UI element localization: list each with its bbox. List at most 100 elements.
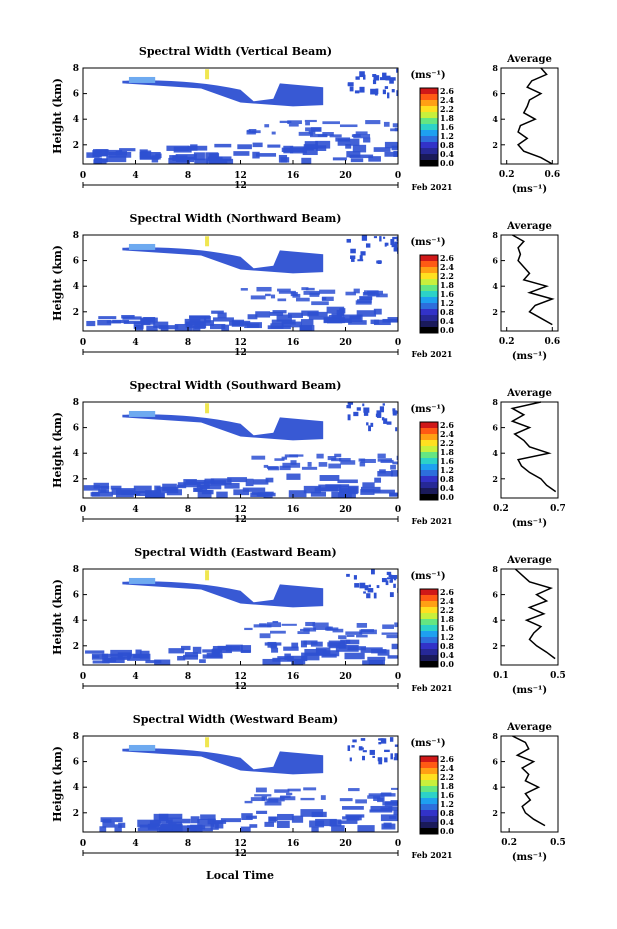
data-patch <box>199 659 206 663</box>
data-patch <box>246 815 257 819</box>
colorbar-segment <box>420 94 438 101</box>
data-patch <box>185 321 207 329</box>
y-tick-label: 8 <box>73 565 79 575</box>
data-patch <box>362 750 367 753</box>
data-patch <box>340 460 356 465</box>
data-patch <box>388 806 398 811</box>
data-patch <box>210 823 219 830</box>
data-patch <box>123 320 145 324</box>
data-patch <box>264 124 270 128</box>
data-patch <box>128 744 156 751</box>
profile-y-tick-label: 6 <box>492 757 498 767</box>
profile-x-tick-label: 0.2 <box>499 337 515 347</box>
data-patch <box>272 620 279 624</box>
data-patch <box>318 462 328 467</box>
data-patch <box>197 818 215 827</box>
data-patch <box>301 157 312 164</box>
data-patch <box>376 412 382 418</box>
data-patch <box>102 657 125 664</box>
data-patch <box>153 813 169 822</box>
data-patch <box>227 477 247 483</box>
profile-y-tick-label: 6 <box>492 590 498 600</box>
data-patch <box>331 825 345 832</box>
date-label: Feb 2021 <box>412 850 453 860</box>
colorbar-segment <box>420 261 438 268</box>
data-patch <box>199 484 222 490</box>
data-patch <box>390 470 398 477</box>
data-patch <box>161 823 177 830</box>
data-patch <box>272 310 287 314</box>
data-patch <box>287 120 302 125</box>
data-patch <box>322 650 340 657</box>
data-patch <box>393 150 398 157</box>
data-patch <box>326 306 345 314</box>
data-patch <box>137 819 160 827</box>
data-patch <box>288 490 307 498</box>
data-patch <box>108 151 132 158</box>
profile-x-tick-label: 0.5 <box>550 838 566 848</box>
colorbar-segment <box>420 786 438 793</box>
data-patch <box>140 317 158 323</box>
x-tick-label: 4 <box>132 672 138 682</box>
data-patch <box>128 577 156 584</box>
colorbar-segment <box>420 482 438 489</box>
data-patch <box>301 287 309 291</box>
data-patch <box>292 293 301 298</box>
profile-frame <box>500 735 559 833</box>
upper-cloud <box>122 414 324 441</box>
colorbar-tick-label: 0.0 <box>440 492 454 502</box>
data-patch <box>395 427 398 432</box>
data-patch <box>250 797 266 802</box>
data-patch <box>372 755 375 758</box>
data-patch <box>355 300 372 305</box>
data-patch <box>348 320 367 325</box>
data-patch <box>271 319 296 325</box>
panel-2: Spectral Width (Southward Beam) Height (k… <box>51 379 566 529</box>
data-patch <box>397 628 398 632</box>
data-patch <box>267 466 278 470</box>
data-patch <box>267 144 281 148</box>
colorbar-segment <box>420 88 438 95</box>
data-patch <box>134 324 144 331</box>
data-patch <box>346 151 361 158</box>
data-patch <box>357 825 375 832</box>
colorbar-segment <box>420 291 438 298</box>
data-patch <box>362 755 365 761</box>
data-patch <box>353 134 371 139</box>
colorbar-segment <box>420 303 438 310</box>
data-patch <box>270 630 286 634</box>
profile-x-label: (ms⁻¹) <box>512 518 547 529</box>
data-patch <box>277 288 291 292</box>
profile-y-tick-label: 6 <box>492 423 498 433</box>
data-patch <box>259 623 267 627</box>
data-patch <box>192 325 201 331</box>
colorbar-segment <box>420 279 438 286</box>
data-patch <box>348 788 360 792</box>
profile-y-tick-label: 4 <box>492 114 498 124</box>
profile-x-tick-label: 0.2 <box>501 838 517 848</box>
data-patch <box>370 805 393 812</box>
x-tick-label: 8 <box>185 338 191 348</box>
y-tick-label: 2 <box>73 642 79 652</box>
data-patch <box>347 414 351 421</box>
data-patch <box>371 569 375 575</box>
data-patch <box>172 155 188 161</box>
data-patch <box>269 311 284 316</box>
colorbar-segment <box>420 309 438 316</box>
data-patch <box>282 462 301 468</box>
y-tick-label: 2 <box>73 475 79 485</box>
profile-y-tick-label: 8 <box>492 63 498 73</box>
data-patch <box>158 813 183 819</box>
data-patch <box>100 485 110 490</box>
data-patch <box>366 593 371 599</box>
data-patch <box>373 592 377 599</box>
data-patch <box>392 410 398 414</box>
x-tick-label: 16 <box>287 338 300 348</box>
colorbar-segment <box>420 822 438 829</box>
data-patch <box>244 800 253 804</box>
data-patch <box>332 628 344 633</box>
data-patch <box>313 626 331 630</box>
data-patch <box>267 325 291 330</box>
colorbar-segment <box>420 130 438 137</box>
